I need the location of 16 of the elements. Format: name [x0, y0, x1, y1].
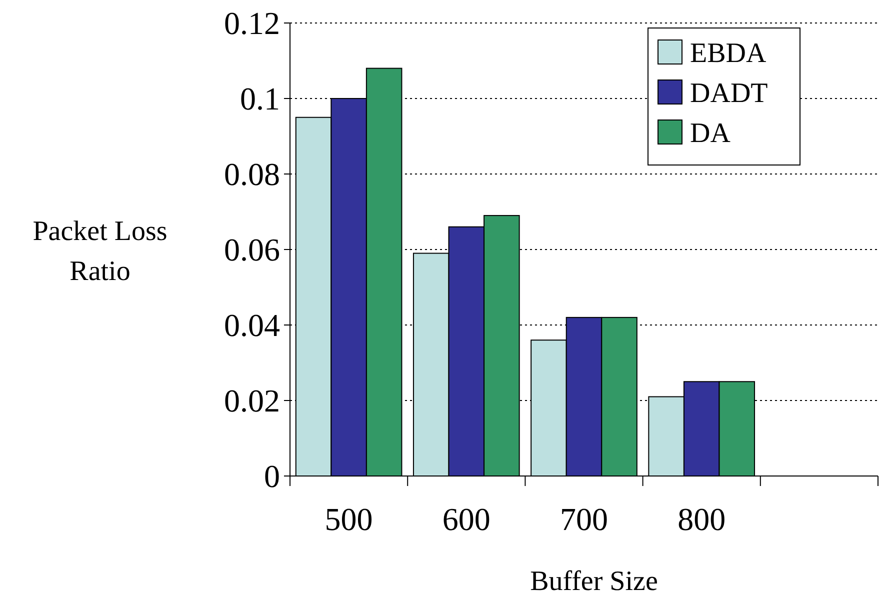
legend-label: DA: [690, 118, 732, 149]
y-tick-label: 0.08: [224, 156, 280, 192]
x-tick-label: 700: [560, 501, 608, 537]
y-axis-title: Packet Loss Ratio: [32, 216, 168, 287]
x-tick-label: 800: [678, 501, 726, 537]
y-tick-label: 0.06: [224, 232, 280, 268]
y-tick-label: 0.1: [240, 80, 280, 117]
x-tick-label: 500: [324, 501, 373, 537]
y-tick-label: 0.12: [224, 5, 280, 42]
y-tick-label: 0.04: [224, 307, 280, 344]
x-axis-title: Buffer Size: [530, 566, 658, 597]
legend-label: EBDA: [690, 38, 767, 69]
legend-label: DADT: [690, 78, 768, 109]
x-tick-label: 600: [442, 501, 490, 537]
y-tick-label: 0.02: [224, 382, 280, 419]
y-tick-label: 0: [264, 458, 280, 494]
